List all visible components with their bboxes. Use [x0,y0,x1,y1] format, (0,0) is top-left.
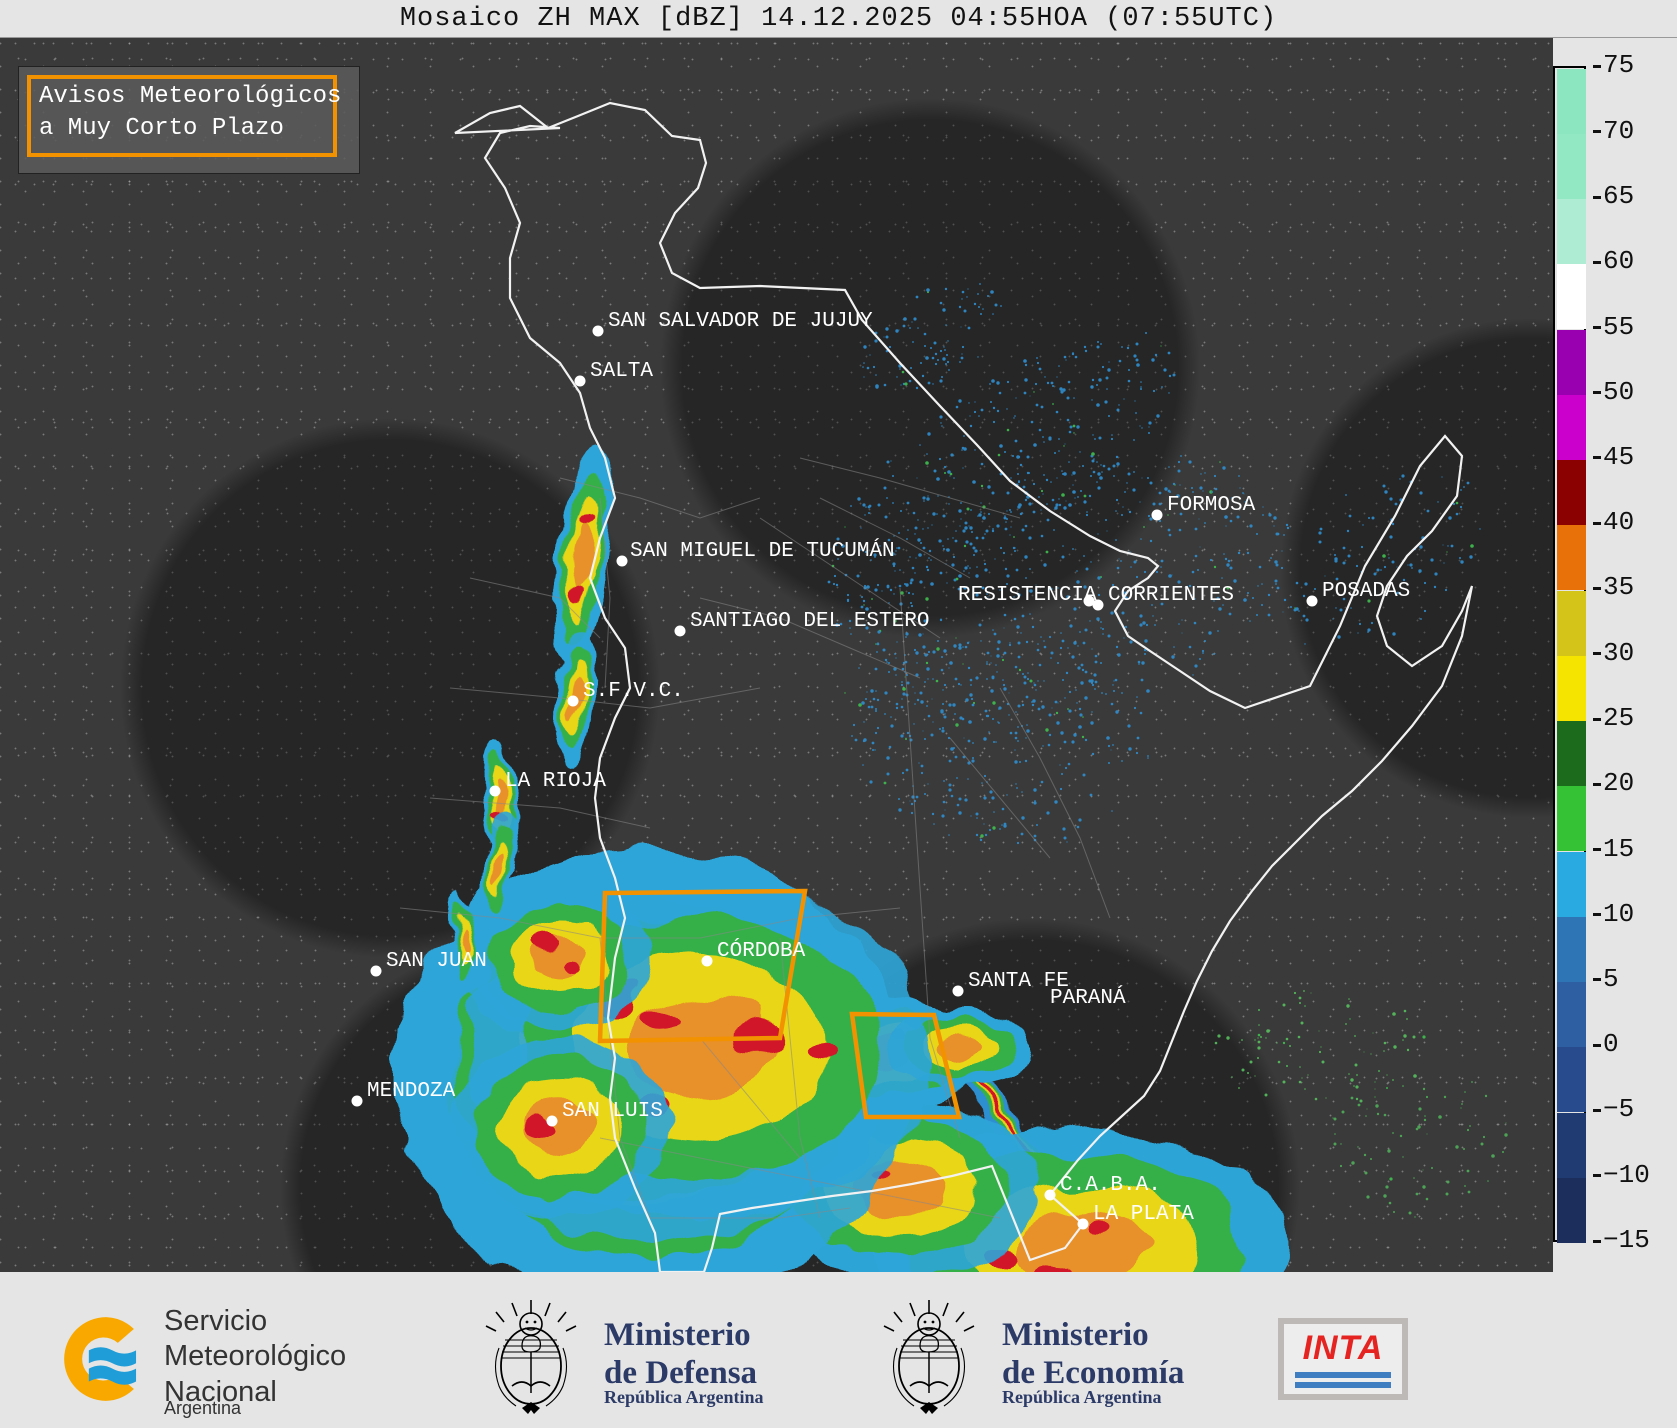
svg-text:SAN SALVADOR DE JUJUY: SAN SALVADOR DE JUJUY [608,310,873,333]
svg-text:SANTIAGO DEL ESTERO: SANTIAGO DEL ESTERO [690,610,929,633]
svg-text:FORMOSA: FORMOSA [1167,494,1256,517]
svg-text:S.F.V.C.: S.F.V.C. [583,680,684,703]
svg-text:RESISTENCIA: RESISTENCIA [958,584,1097,607]
svg-text:C.A.B.A.: C.A.B.A. [1060,1174,1161,1197]
svg-text:LA PLATA: LA PLATA [1093,1203,1194,1226]
svg-text:SAN JUAN: SAN JUAN [386,950,487,973]
svg-text:SALTA: SALTA [590,360,653,383]
svg-text:LA RIOJA: LA RIOJA [505,770,606,793]
svg-text:PARANÁ: PARANÁ [1050,986,1126,1010]
svg-text:MENDOZA: MENDOZA [367,1080,456,1103]
svg-text:CORRIENTES: CORRIENTES [1108,584,1234,607]
svg-text:POSADAS: POSADAS [1322,580,1410,603]
svg-text:SAN LUIS: SAN LUIS [562,1100,663,1123]
svg-text:CÓRDOBA: CÓRDOBA [717,939,806,963]
svg-text:SAN MIGUEL DE TUCUMÁN: SAN MIGUEL DE TUCUMÁN [630,539,895,563]
